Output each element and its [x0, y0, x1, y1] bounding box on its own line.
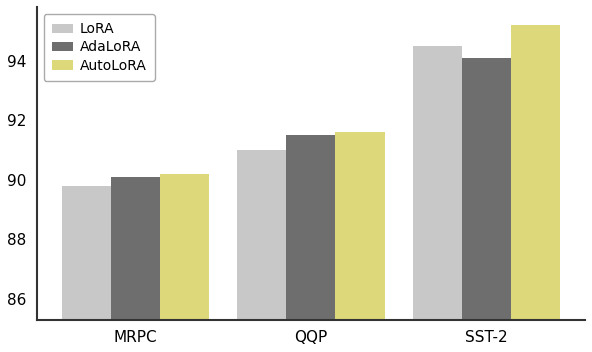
Bar [462, 58, 511, 352]
Bar [237, 150, 287, 352]
Bar [511, 25, 560, 352]
Bar [413, 46, 462, 352]
Bar [287, 135, 336, 352]
Bar [336, 132, 385, 352]
Bar [62, 186, 111, 352]
Legend: LoRA, AdaLoRA, AutoLoRA: LoRA, AdaLoRA, AutoLoRA [44, 14, 155, 81]
Bar [111, 177, 160, 352]
Bar [160, 174, 209, 352]
